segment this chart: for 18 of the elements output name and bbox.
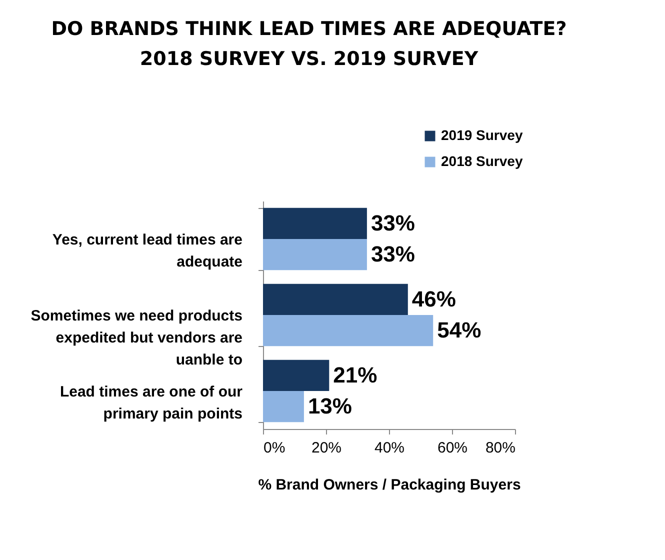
data-label: 33% (370, 210, 415, 236)
x-axis-title: % Brand Owners / Packaging Buyers (258, 476, 521, 494)
x-tick-label: 60% (437, 440, 468, 456)
x-tick-label: 0% (264, 440, 286, 456)
data-label: 46% (412, 286, 456, 312)
data-label: 13% (308, 394, 352, 419)
y-tick-label: Sometimes we need products expedited but vendors are uanble to (30, 308, 242, 368)
y-tick-label: Yes, current lead times are adequate (52, 232, 242, 270)
data-label: 33% (370, 242, 415, 267)
data-label: 54% (437, 318, 482, 343)
x-tick-label: 20% (311, 440, 342, 456)
x-tick-label: 40% (374, 440, 405, 456)
data-label: 21% (333, 362, 378, 388)
x-tick-label: 80% (485, 440, 516, 456)
y-tick-label: Lead times are one of our primary pain points (60, 384, 243, 422)
chart-title: DO BRANDS THINK LEAD TIMES ARE ADEQUATE? 2018 SURVEY VS. 2019 SURVEY (51, 18, 567, 70)
legend-label: 2018 Survey (441, 153, 523, 169)
legend-label: 2019 Survey (441, 127, 523, 143)
